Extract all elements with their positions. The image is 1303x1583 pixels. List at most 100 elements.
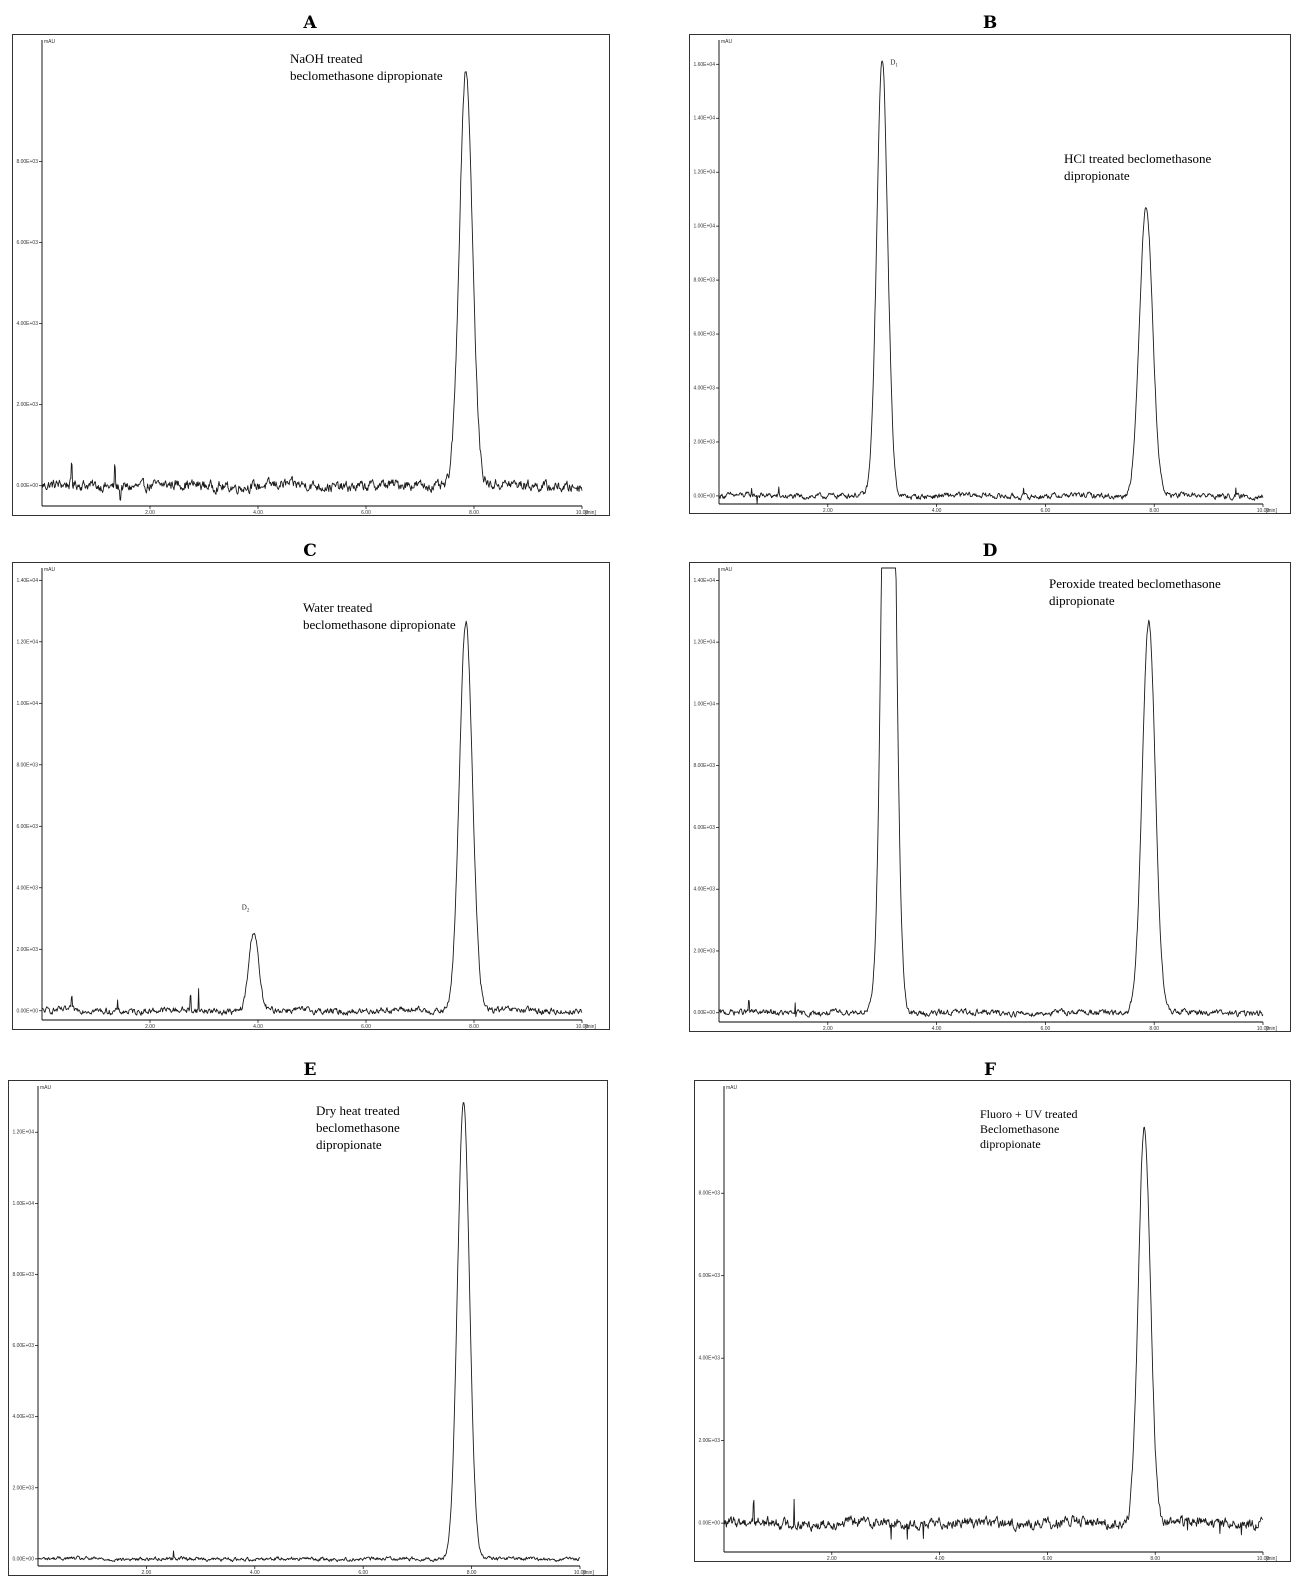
x-tick-label: 10.00 bbox=[1257, 1556, 1270, 1562]
y-tick-label: 1.60E+04 bbox=[693, 62, 715, 68]
y-tick-label: 1.00E+04 bbox=[16, 701, 38, 707]
y-tick-label: 2.00E+03 bbox=[16, 402, 38, 408]
x-tick-label: 4.00 bbox=[253, 1024, 263, 1030]
y-tick-label: 1.40E+04 bbox=[693, 116, 715, 122]
y-tick-label: 6.00E+03 bbox=[698, 1273, 720, 1279]
y-tick-label: 6.00E+03 bbox=[693, 825, 715, 831]
y-tick-label: 0.00E+00 bbox=[693, 1010, 715, 1016]
annotation-a-line-1: NaOH treated bbox=[290, 51, 363, 66]
x-tick-label: 4.00 bbox=[932, 508, 942, 514]
panel-label-d: D bbox=[982, 541, 998, 561]
y-tick-label: 8.00E+03 bbox=[12, 1272, 34, 1278]
annotation-c: Water treated beclomethasone dipropionat… bbox=[303, 599, 456, 633]
y-tick-label: 6.00E+03 bbox=[12, 1343, 34, 1349]
y-tick-label: 8.00E+03 bbox=[16, 762, 38, 768]
x-tick-label: 2.00 bbox=[145, 1024, 155, 1030]
y-tick-label: 4.00E+03 bbox=[16, 885, 38, 891]
annotation-a: NaOH treated beclomethasone dipropionate bbox=[290, 50, 443, 84]
y-tick-label: 2.00E+03 bbox=[693, 439, 715, 445]
chromatogram-e: mAU 0.00E+00 2.00E+03 4.00E+03 6.00E+03 8.00E… bbox=[8, 1080, 608, 1576]
chromatogram-c: mAU 0.00E+00 2.00E+03 4.00E+03 6.00E+03 8.00E… bbox=[12, 562, 610, 1030]
y-tick-label: 0.00E+00 bbox=[698, 1521, 720, 1527]
x-axis-unit: [min] bbox=[585, 510, 596, 516]
peak-label-subscript: 2 bbox=[247, 908, 250, 913]
x-tick-label: 8.00 bbox=[1150, 1556, 1160, 1562]
y-tick-label: 0.00E+00 bbox=[12, 1556, 34, 1562]
annotation-d-line-1: Peroxide treated beclomethasone bbox=[1049, 576, 1221, 591]
y-tick-label: 1.00E+04 bbox=[693, 701, 715, 707]
annotation-e: Dry heat treated beclomethasone dipropio… bbox=[316, 1102, 400, 1153]
annotation-e-line-2: beclomethasone bbox=[316, 1120, 400, 1135]
chromatogram-trace bbox=[41, 620, 583, 1016]
chromatogram-trace bbox=[37, 1102, 581, 1563]
annotation-f-line-1: Fluoro + UV treated bbox=[980, 1107, 1078, 1121]
x-tick-label: 2.00 bbox=[145, 510, 155, 516]
y-tick-label: 4.00E+03 bbox=[693, 386, 715, 392]
x-tick-label: 4.00 bbox=[932, 1026, 942, 1032]
peak-label-subscript: 1 bbox=[895, 63, 898, 68]
annotation-f-line-3: dipropionate bbox=[980, 1137, 1041, 1151]
y-axis-unit: mAU bbox=[44, 39, 56, 45]
plot-frame bbox=[12, 34, 610, 516]
y-tick-label: 4.00E+03 bbox=[12, 1414, 34, 1420]
panel-label-c: C bbox=[303, 541, 317, 561]
y-tick-label: 0.00E+00 bbox=[16, 1008, 38, 1014]
x-tick-label: 8.00 bbox=[1149, 1026, 1159, 1032]
annotation-c-line-2: beclomethasone dipropionate bbox=[303, 617, 456, 632]
x-tick-label: 10.00 bbox=[574, 1570, 587, 1576]
x-tick-label: 2.00 bbox=[823, 508, 833, 514]
y-tick-label: 1.40E+04 bbox=[693, 578, 715, 584]
x-tick-label: 6.00 bbox=[358, 1570, 368, 1576]
peak-label: D2 bbox=[242, 903, 250, 913]
y-tick-label: 0.00E+00 bbox=[693, 493, 715, 499]
annotation-d-line-2: dipropionate bbox=[1049, 593, 1115, 608]
y-tick-label: 6.00E+03 bbox=[693, 332, 715, 338]
x-tick-label: 8.00 bbox=[469, 1024, 479, 1030]
x-tick-label: 6.00 bbox=[361, 510, 371, 516]
x-tick-label: 6.00 bbox=[1043, 1556, 1053, 1562]
x-tick-label: 10.00 bbox=[1257, 508, 1270, 514]
chromatogram-f: mAU 0.00E+00 2.00E+03 4.00E+03 6.00E+03 8.00E… bbox=[694, 1080, 1291, 1562]
y-tick-label: 1.20E+04 bbox=[693, 170, 715, 176]
y-tick-label: 1.00E+04 bbox=[693, 224, 715, 230]
y-tick-label: 2.00E+03 bbox=[16, 947, 38, 953]
panel-label-f: F bbox=[983, 1060, 997, 1080]
x-tick-label: 8.00 bbox=[1149, 508, 1159, 514]
y-tick-label: 1.40E+04 bbox=[16, 578, 38, 584]
y-tick-label: 8.00E+03 bbox=[693, 278, 715, 284]
chromatogram-trace bbox=[723, 1126, 1264, 1540]
y-tick-label: 0.00E+00 bbox=[16, 483, 38, 489]
y-tick-label: 8.00E+03 bbox=[693, 763, 715, 769]
y-tick-label: 2.00E+03 bbox=[693, 948, 715, 954]
x-axis-unit: [min] bbox=[1266, 1026, 1277, 1032]
x-axis-unit: [min] bbox=[1266, 1556, 1277, 1562]
x-axis-unit: [min] bbox=[1266, 508, 1277, 514]
annotation-b-line-1: HCl treated beclomethasone bbox=[1064, 151, 1212, 166]
x-tick-label: 6.00 bbox=[1041, 508, 1051, 514]
x-tick-label: 4.00 bbox=[935, 1556, 945, 1562]
panel-label-b: B bbox=[982, 13, 998, 33]
x-tick-label: 2.00 bbox=[827, 1556, 837, 1562]
y-tick-label: 8.00E+03 bbox=[16, 159, 38, 165]
plot-frame bbox=[12, 562, 610, 1030]
x-tick-label: 8.00 bbox=[469, 510, 479, 516]
y-tick-label: 4.00E+03 bbox=[693, 887, 715, 893]
annotation-b-line-2: dipropionate bbox=[1064, 168, 1130, 183]
y-tick-label: 8.00E+03 bbox=[698, 1191, 720, 1197]
plot-frame bbox=[8, 1080, 608, 1576]
y-axis-unit: mAU bbox=[726, 1085, 738, 1091]
chromatogram-b: mAU 0.00E+00 2.00E+03 4.00E+03 6.00E+03 8.00E… bbox=[689, 34, 1291, 514]
x-axis-unit: [min] bbox=[583, 1570, 594, 1576]
x-axis-unit: [min] bbox=[585, 1024, 596, 1030]
plot-frame bbox=[689, 34, 1291, 514]
annotation-b: HCl treated beclomethasone dipropionate bbox=[1064, 150, 1211, 184]
annotation-e-line-1: Dry heat treated bbox=[316, 1103, 400, 1118]
peak-label: D1 bbox=[890, 58, 898, 68]
x-tick-label: 6.00 bbox=[361, 1024, 371, 1030]
y-axis-unit: mAU bbox=[40, 1085, 52, 1091]
annotation-e-line-3: dipropionate bbox=[316, 1137, 382, 1152]
annotation-a-line-2: beclomethasone dipropionate bbox=[290, 68, 443, 83]
plot-frame bbox=[689, 562, 1291, 1032]
y-tick-label: 1.20E+04 bbox=[12, 1130, 34, 1136]
chromatogram-a: mAU 0.00E+00 2.00E+03 4.00E+03 6.00E+03 8.00E… bbox=[12, 34, 610, 516]
